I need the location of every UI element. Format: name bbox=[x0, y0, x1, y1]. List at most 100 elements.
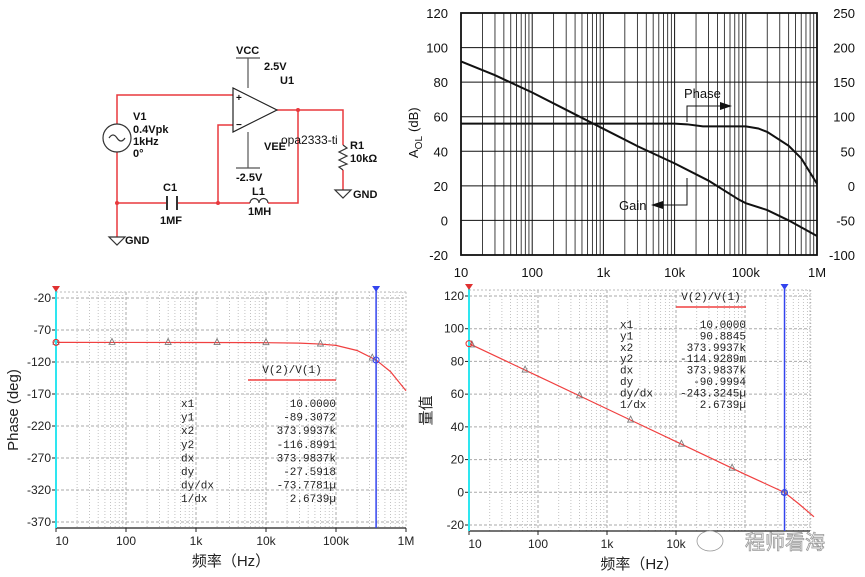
x-tick-label: 10 bbox=[55, 534, 69, 548]
phase-sim-chart: -20 -70 -120 -170 -220 -270 -320 -370 10 100 1k 10k… bbox=[5, 286, 414, 570]
open-loop-chart: 120100806040200-20250200150100500-50-100… bbox=[406, 6, 855, 280]
u1-label: U1 bbox=[280, 75, 294, 87]
cursor-2-handle-icon[interactable] bbox=[780, 284, 789, 290]
y-tick-label: -370 bbox=[27, 515, 51, 529]
sine-icon bbox=[108, 134, 126, 142]
x-tick-label: 10 bbox=[454, 265, 468, 280]
r1-value: 10kΩ bbox=[350, 153, 377, 165]
y-axis-label: AOL(dB) bbox=[406, 107, 425, 158]
readout-label: dx bbox=[620, 366, 634, 378]
x-tick-label: 100 bbox=[521, 265, 543, 280]
y-tick-label: -120 bbox=[27, 355, 51, 369]
vee-label: VEE bbox=[264, 141, 286, 153]
inductor-icon bbox=[249, 197, 269, 204]
cursor-1-handle-icon[interactable] bbox=[52, 286, 60, 292]
readout-label: dy bbox=[620, 377, 634, 389]
y-tick-label: -20 bbox=[429, 248, 448, 263]
x-tick-label: 1k bbox=[190, 534, 204, 548]
readout-value: -73.7781µ bbox=[277, 481, 336, 493]
y-tick-label: 80 bbox=[434, 75, 448, 90]
readout-label: dy bbox=[181, 467, 195, 479]
wechat-icon bbox=[696, 530, 724, 552]
series-marker bbox=[626, 415, 635, 423]
x-tick-label: 1k bbox=[597, 265, 611, 280]
watermark-text: 程师看海 bbox=[745, 530, 825, 554]
readout-value: 2.6739µ bbox=[700, 400, 746, 412]
ground-icon bbox=[333, 189, 353, 199]
y-tick-label: -220 bbox=[27, 419, 51, 433]
x-tick-label: 1k bbox=[601, 537, 615, 551]
cursor-readout: V(2)/V(1) x1 10.0000 y1 90.8845 x2 373.9937k y2… bbox=[620, 292, 746, 412]
y-axis-label: 量值 bbox=[418, 395, 435, 425]
y-tick-label: 120 bbox=[426, 6, 448, 21]
readout-label: dx bbox=[181, 453, 195, 465]
series-marker bbox=[575, 390, 584, 399]
opamp-symbol bbox=[232, 87, 279, 133]
series-marker bbox=[213, 337, 221, 345]
y-tick-label: 20 bbox=[434, 179, 448, 194]
readout-label: x2 bbox=[181, 426, 194, 438]
minus-input: − bbox=[236, 120, 242, 131]
y-tick-label: 120 bbox=[444, 289, 464, 303]
readout-value: -89.3072 bbox=[283, 413, 336, 425]
x-tick-label: 10k bbox=[256, 534, 276, 548]
vcc-value: 2.5V bbox=[264, 61, 287, 73]
vcc-label: VCC bbox=[236, 45, 259, 57]
y-tick-label: -270 bbox=[27, 451, 51, 465]
y-tick-label: 60 bbox=[434, 110, 448, 125]
gain-annotation: Gain bbox=[619, 198, 646, 213]
cursor-2-point bbox=[781, 488, 789, 496]
readout-value: -116.8991 bbox=[277, 440, 337, 452]
series-marker bbox=[521, 365, 529, 373]
series-line bbox=[468, 343, 815, 518]
l1-name: L1 bbox=[252, 186, 265, 198]
series-gain-line bbox=[460, 60, 818, 237]
y-tick-label: -70 bbox=[34, 323, 52, 337]
readout-label: y1 bbox=[620, 331, 634, 343]
cursor-2-point bbox=[372, 356, 380, 364]
x-tick-label: 1M bbox=[808, 265, 826, 280]
readout-value: 373.9937k bbox=[687, 343, 747, 355]
readout-label: y1 bbox=[181, 413, 195, 425]
y-tick-label: 0 bbox=[441, 213, 448, 228]
x-tick-label: 10k bbox=[664, 265, 685, 280]
series-marker bbox=[677, 439, 686, 447]
v1-amplitude: 0.4Vpk bbox=[133, 124, 169, 136]
series-marker bbox=[262, 337, 270, 346]
readout-label: dy/dx bbox=[620, 388, 653, 400]
c1-value: 1MF bbox=[160, 215, 182, 227]
cursor-1-handle-icon[interactable] bbox=[465, 284, 473, 290]
series-marker bbox=[368, 353, 376, 361]
x-axis-label: 频率（Hz） bbox=[600, 556, 678, 573]
x-tick-label: 100k bbox=[732, 265, 761, 280]
y-tick-label: -20 bbox=[34, 291, 52, 305]
readout-label: x2 bbox=[620, 343, 633, 355]
gnd-label: GND bbox=[353, 189, 378, 201]
y-tick-label: -320 bbox=[27, 483, 51, 497]
cursor-2-handle-icon[interactable] bbox=[372, 286, 381, 292]
readout-label: 1/dx bbox=[620, 400, 647, 412]
y2-tick-label: 150 bbox=[833, 75, 855, 90]
watermark: 程师看海 bbox=[696, 530, 825, 554]
x-tick-label: 10 bbox=[468, 537, 482, 551]
arrow-icon bbox=[720, 102, 732, 110]
readout-value: -114.9289m bbox=[680, 354, 746, 366]
readout-value: 10.0000 bbox=[700, 320, 746, 332]
v1-name: V1 bbox=[133, 111, 146, 123]
readout-value: 2.6739µ bbox=[290, 494, 336, 506]
r1-name: R1 bbox=[350, 140, 364, 152]
series-marker bbox=[468, 340, 476, 348]
readout-value: 373.9837k bbox=[687, 366, 747, 378]
series-line bbox=[55, 341, 407, 392]
y-tick-label: 80 bbox=[451, 354, 465, 368]
phase-annotation: Phase bbox=[684, 86, 721, 101]
cursor-1-point bbox=[465, 340, 473, 348]
readout-value: 373.9837k bbox=[277, 453, 337, 465]
y-tick-label: 0 bbox=[457, 485, 464, 499]
ground-icon bbox=[107, 236, 127, 246]
readout-label: y2 bbox=[620, 354, 633, 366]
series-phase-line bbox=[461, 122, 818, 185]
legend-label: V(2)/V(1) bbox=[262, 365, 321, 377]
